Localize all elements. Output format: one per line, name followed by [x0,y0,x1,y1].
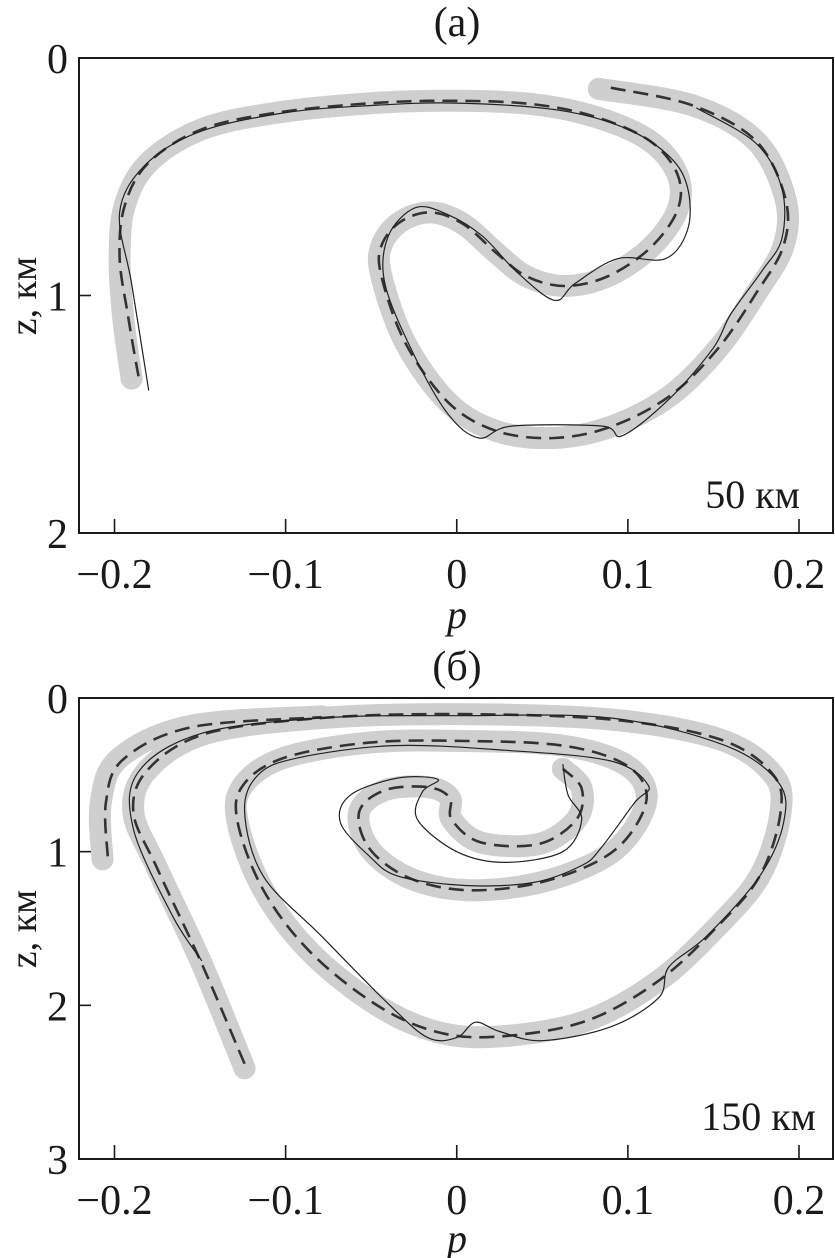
ytick-label: 0 [47,37,68,83]
xtick-label: 0.2 [773,552,826,598]
panel-a: (a) z, км p 50 км −0.2 −0.1 0 0.1 0.2 0 … [3,0,834,637]
panel-a-ylabel: z, км [3,257,45,335]
panel-a-title: (a) [434,0,481,46]
ytick-label: 2 [47,512,68,558]
ytick-label: 1 [47,831,68,877]
series-dashed [103,712,783,1065]
dashed-curve [118,86,790,440]
xtick-label: 0.1 [602,1178,655,1224]
panel-a-xlabel: p [444,592,467,637]
xtick-label: −0.2 [76,552,152,598]
ytick-label: 3 [47,1138,68,1184]
dashed-curve [103,715,322,857]
xtick-label: 0 [446,1178,467,1224]
panel-b-ylabel: z, км [3,890,45,968]
xtick-label: 0 [446,552,467,598]
series-thick-gray [108,77,800,450]
series-thin-solid [118,102,786,439]
thin-solid-curve [128,714,787,1042]
ytick-label: 0 [47,677,68,723]
panel-b-xtick-labels: −0.2 −0.1 0 0.1 0.2 [76,1178,825,1224]
xtick-label: −0.2 [76,1178,152,1224]
panel-b-ytick-labels: 0 1 2 3 [47,677,68,1184]
panel-a-annotation: 50 км [705,472,800,517]
panel-b-title: (б) [432,644,481,690]
thick-gray-curve [122,703,793,1080]
panel-b-annotation: 150 км [701,1094,816,1139]
series-thick-gray [88,703,793,1080]
xtick-label: −0.1 [248,1178,324,1224]
thick-gray-curve [108,77,800,450]
series-thin-solid [128,714,787,1042]
xtick-label: 0.1 [602,552,655,598]
xtick-label: −0.1 [248,552,324,598]
thin-solid-curve [118,102,786,439]
ytick-label: 1 [47,275,68,321]
ytick-label: 2 [47,984,68,1030]
panel-a-xtick-labels: −0.2 −0.1 0 0.1 0.2 [76,552,825,598]
series-dashed [118,86,790,440]
panel-a-plot-area [78,57,834,534]
panel-b-plot-area [78,697,834,1160]
panel-b-xlabel: p [444,1216,467,1258]
panel-a-ytick-labels: 0 1 2 [47,37,68,558]
xtick-label: 0.2 [773,1178,826,1224]
panel-b: (б) z, км p 150 км −0.2 −0.1 0 0.1 0.2 0… [3,644,834,1258]
